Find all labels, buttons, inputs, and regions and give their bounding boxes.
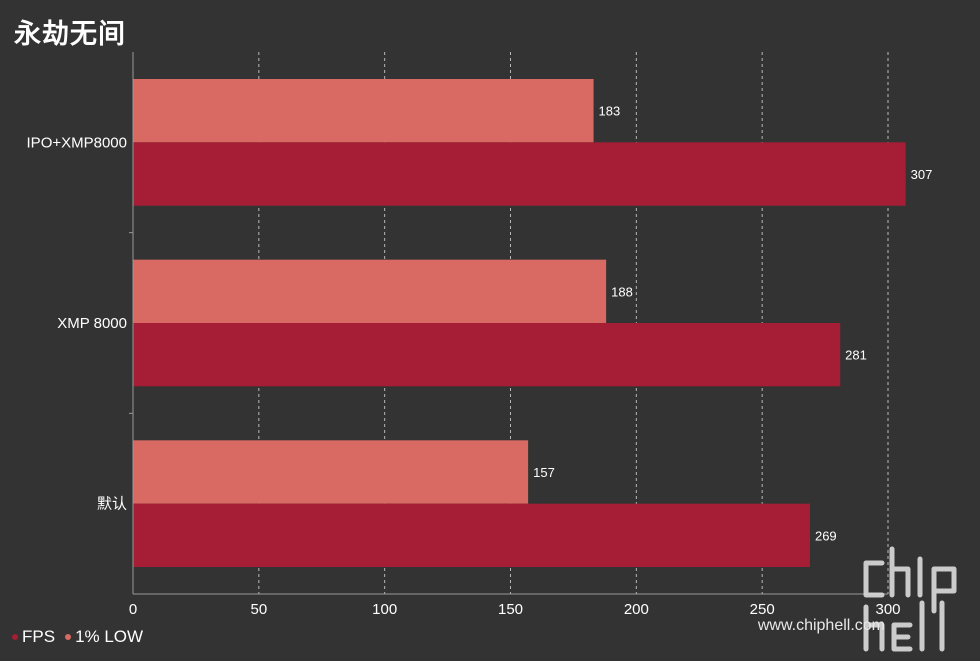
x-tick-label: 0 xyxy=(129,601,137,618)
bar xyxy=(133,142,906,206)
data-label: 307 xyxy=(911,167,933,182)
bar xyxy=(133,503,810,567)
data-label: 157 xyxy=(533,465,555,480)
data-label: 188 xyxy=(611,284,633,299)
bar xyxy=(133,323,841,387)
legend-label-fps: FPS xyxy=(22,627,56,646)
watermark-url: www.chiphell.com xyxy=(757,617,885,634)
data-label: 183 xyxy=(599,104,621,119)
data-label: 269 xyxy=(815,528,837,543)
bar xyxy=(133,79,594,143)
legend: FPS 1% LOW xyxy=(12,627,143,647)
legend-swatch-1pct-low xyxy=(65,634,72,640)
bars xyxy=(133,79,906,567)
axes xyxy=(129,52,888,595)
chiphell-logo xyxy=(863,546,957,652)
x-tick-label: 250 xyxy=(750,601,775,618)
labels: 0 50 100 150 200 250 300 IPO+XMP8000 183 307 XMP 8… xyxy=(27,104,933,618)
x-tick-label: 200 xyxy=(624,601,649,618)
category-label: IPO+XMP8000 xyxy=(27,134,127,151)
x-tick-label: 50 xyxy=(250,601,267,618)
x-tick-label: 150 xyxy=(498,601,523,618)
bar xyxy=(133,259,607,323)
category-label: 默认 xyxy=(97,496,127,513)
x-tick-label: 100 xyxy=(372,601,397,618)
data-label: 281 xyxy=(845,348,867,363)
legend-item-fps: FPS xyxy=(12,627,55,647)
x-tick-label: 300 xyxy=(875,601,900,618)
legend-label-1pct-low: 1% LOW xyxy=(75,627,144,646)
legend-item-1pct-low: 1% LOW xyxy=(65,627,143,647)
category-label: XMP 8000 xyxy=(57,315,127,332)
legend-swatch-fps xyxy=(12,634,18,640)
bar xyxy=(133,440,529,504)
chart-title: 永劫无间 xyxy=(14,19,126,50)
